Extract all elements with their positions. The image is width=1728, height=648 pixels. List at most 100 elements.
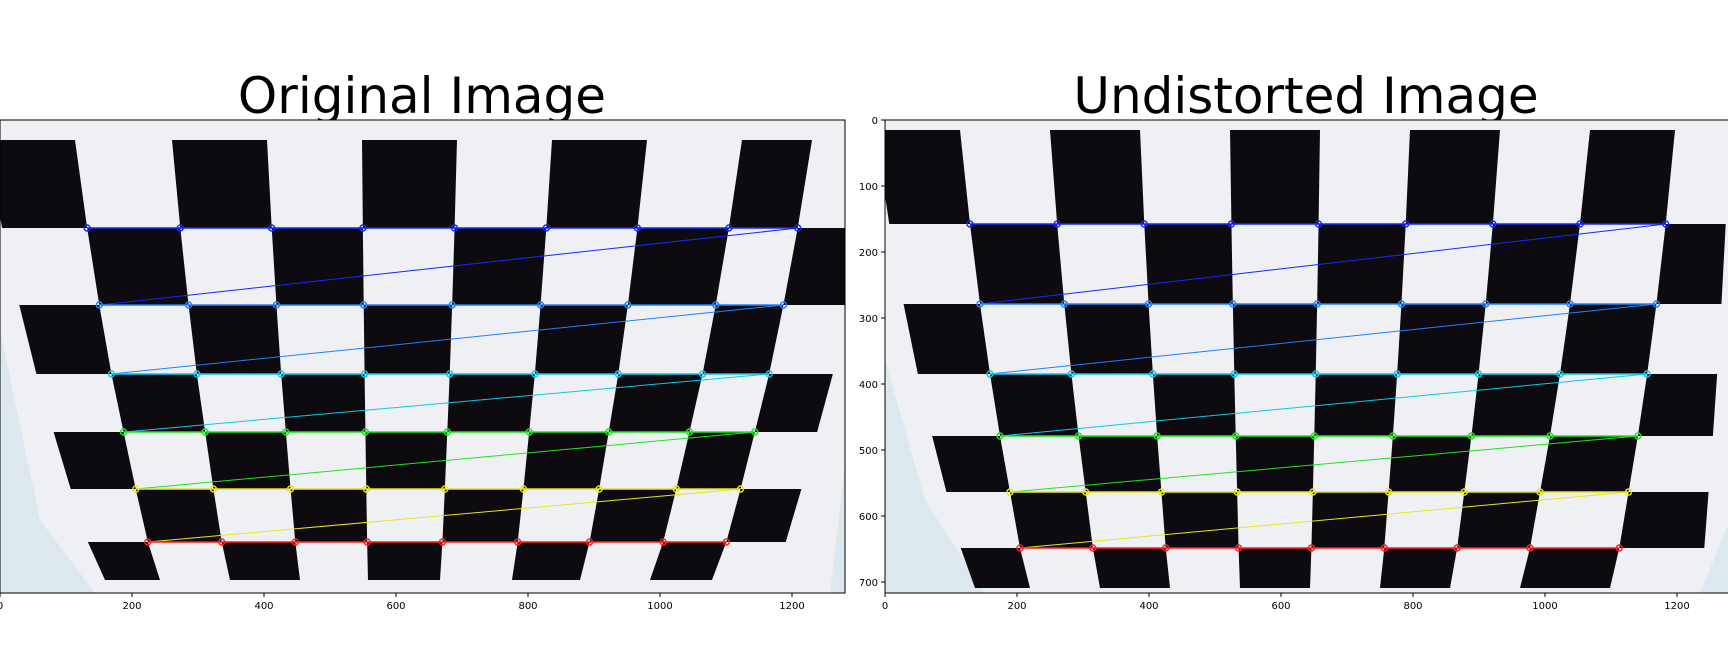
- original-checker-square: [87, 228, 189, 305]
- original-corner-marker: [536, 301, 545, 309]
- undistorted-corner-link-line: [979, 223, 1666, 305]
- original-corner-marker: [722, 538, 730, 546]
- undistorted-checker-square: [1161, 492, 1239, 548]
- original-corner-marker: [193, 370, 201, 378]
- undistorted-checker-square: [1235, 436, 1315, 492]
- undistorted-corner-marker: [1053, 220, 1061, 228]
- original-corner-marker: [605, 428, 613, 436]
- undistorted-checker-square: [1078, 436, 1162, 492]
- original-checker-square: [281, 374, 366, 432]
- original-checker-square: [87, 542, 160, 580]
- undistorted-corner-marker: [986, 370, 994, 378]
- undistorted-x-tick-label: 200: [1007, 601, 1026, 612]
- undistorted-checker-square: [1064, 304, 1153, 374]
- original-axes-frame: [0, 119, 846, 594]
- original-corner-marker: [268, 224, 276, 232]
- undistorted-corner-marker: [1089, 544, 1097, 552]
- original-corner-marker: [95, 301, 103, 309]
- original-checker-square: [534, 305, 628, 374]
- undistorted-x-tick-label: 600: [1271, 601, 1290, 612]
- original-checker-square: [546, 140, 647, 228]
- original-corner-marker: [359, 224, 367, 232]
- undistorted-corner-marker: [1157, 488, 1166, 496]
- undistorted-corner-marker: [1067, 370, 1076, 378]
- undistorted-corner-marker: [1227, 220, 1236, 228]
- undistorted-corner-marker: [1393, 370, 1401, 378]
- undistorted-corner-marker: [1229, 300, 1237, 308]
- original-corner-link-line: [111, 304, 784, 375]
- undistorted-checker-square: [1471, 374, 1560, 436]
- undistorted-corner-marker: [1402, 220, 1410, 228]
- undistorted-checker-square: [1152, 374, 1236, 436]
- undistorted-corner-marker: [1144, 300, 1153, 308]
- undistorted-corner-marker: [1397, 300, 1406, 308]
- undistorted-corner-marker: [1006, 488, 1014, 496]
- undistorted-corner-lines: [966, 220, 1670, 552]
- original-corner-marker: [83, 224, 91, 232]
- undistorted-x-tick-label: 0: [882, 601, 888, 612]
- undistorted-checker-square: [1092, 548, 1170, 588]
- original-corner-marker: [209, 485, 218, 493]
- original-checker-square: [135, 489, 222, 542]
- undistorted-y-tick-label: 700: [859, 578, 878, 589]
- original-corner-marker: [438, 538, 447, 546]
- original-checker-square: [726, 489, 802, 542]
- undistorted-axes-frame: [884, 119, 1728, 594]
- original-checker-square: [452, 228, 547, 305]
- original-corner-marker: [176, 224, 184, 232]
- original-checker-square: [363, 305, 453, 374]
- original-corner-marker: [542, 224, 550, 232]
- original-corner-marker: [443, 428, 451, 436]
- undistorted-checker-square: [1405, 130, 1500, 224]
- original-x-tick-label: 1000: [647, 601, 672, 612]
- original-checker-square: [608, 374, 703, 432]
- original-corner-marker: [614, 370, 622, 378]
- original-corner-marker: [291, 538, 299, 546]
- original-x-tick-label: 200: [122, 601, 141, 612]
- original-corner-marker: [698, 370, 707, 378]
- original-corner-marker: [272, 301, 281, 309]
- undistorted-corner-marker: [1074, 432, 1083, 440]
- undistorted-corner-marker: [1546, 432, 1554, 440]
- undistorted-checker-square: [1380, 548, 1458, 588]
- undistorted-checker-square: [1485, 224, 1580, 304]
- undistorted-corner-marker: [1082, 488, 1090, 496]
- undistorted-y-tick-label: 400: [859, 380, 878, 391]
- undistorted-corner-marker: [1313, 300, 1321, 308]
- original-checker-square: [627, 228, 729, 305]
- original-corner-marker: [361, 428, 370, 436]
- undistorted-corner-marker: [1453, 544, 1461, 552]
- undistorted-checker-square: [885, 130, 970, 224]
- undistorted-checker-square: [1580, 130, 1675, 224]
- undistorted-y-tick-label: 600: [859, 512, 878, 523]
- original-checker-square: [188, 305, 282, 374]
- undistorted-checker-square: [1232, 304, 1318, 374]
- undistorted-x-tick-label: 1200: [1664, 601, 1689, 612]
- original-checker-square: [442, 489, 524, 542]
- undistorted-y-tick-label: 500: [859, 446, 878, 457]
- undistorted-y-tick-label: 0: [872, 116, 878, 127]
- undistorted-y-tick-label: 100: [859, 182, 878, 193]
- original-corner-marker: [531, 370, 539, 378]
- original-corner-marker: [363, 538, 371, 546]
- undistorted-y-axis: 0 100 200 300 400 500 600 700: [859, 116, 885, 589]
- original-checker-square: [53, 432, 136, 489]
- original-corner-marker: [519, 485, 528, 493]
- original-corner-marker: [585, 538, 594, 546]
- original-checker-square: [221, 542, 300, 580]
- undistorted-corner-marker: [1489, 220, 1497, 228]
- undistorted-corner-marker: [1384, 488, 1393, 496]
- undistorted-x-tick-label: 800: [1403, 601, 1422, 612]
- original-corner-marker: [725, 224, 733, 232]
- undistorted-corner-marker: [1536, 488, 1544, 496]
- undistorted-corner-marker: [1482, 300, 1490, 308]
- undistorted-corner-marker: [1153, 432, 1161, 440]
- undistorted-checker-square: [1540, 436, 1638, 492]
- original-corner-marker: [514, 538, 522, 546]
- undistorted-x-axis: 0 200 400 600 800 1000 1200: [882, 593, 1690, 612]
- original-x-tick-label: 0: [0, 601, 3, 612]
- original-checker-square: [728, 140, 812, 228]
- original-checker-square: [650, 542, 727, 580]
- undistorted-corner-marker: [1309, 488, 1317, 496]
- original-checker-square: [512, 542, 590, 580]
